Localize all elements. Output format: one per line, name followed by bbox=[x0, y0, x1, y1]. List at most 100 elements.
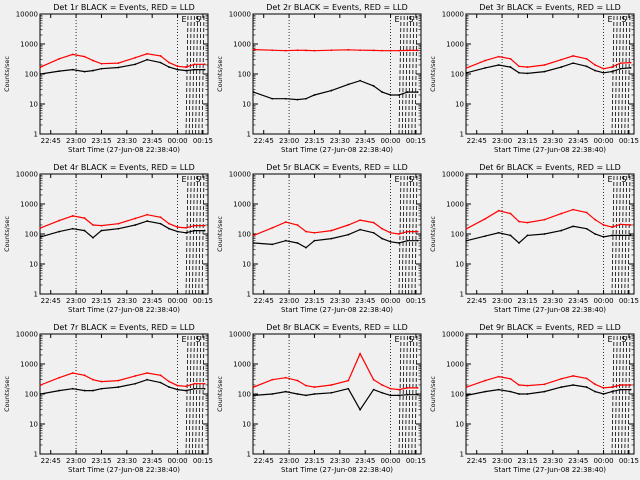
data-point bbox=[58, 219, 61, 222]
data-point bbox=[560, 377, 563, 380]
x-tick-label: 23:30 bbox=[117, 457, 137, 465]
data-point bbox=[100, 224, 103, 227]
data-point bbox=[284, 390, 287, 393]
x-tick-label: 00:15 bbox=[406, 297, 426, 305]
data-point bbox=[509, 377, 512, 380]
data-point bbox=[347, 48, 350, 51]
data-point bbox=[313, 393, 316, 395]
data-point bbox=[100, 387, 103, 390]
chart-title: Det 1r BLACK = Events, RED = LLD bbox=[53, 3, 195, 12]
data-point bbox=[526, 393, 529, 395]
saa-dashed-line bbox=[621, 333, 625, 455]
data-point bbox=[372, 378, 375, 381]
chart-title: Det 5r BLACK = Events, RED = LLD bbox=[266, 163, 408, 172]
marker-s: S bbox=[408, 15, 413, 24]
y-tick-label: 10 bbox=[455, 101, 464, 109]
saa-dashed-line bbox=[398, 333, 402, 455]
saa-dashed-line bbox=[624, 173, 628, 295]
x-tick-label: 00:00 bbox=[380, 457, 400, 465]
data-point bbox=[168, 66, 171, 68]
detector-chart-3: Det 3r BLACK = Events, RED = LLD 1 10 100 10… bbox=[429, 3, 639, 154]
data-point bbox=[484, 66, 487, 69]
data-point bbox=[381, 227, 384, 230]
marker-e: E bbox=[607, 335, 612, 344]
data-point bbox=[83, 229, 86, 232]
x-axis-label: Start Time (27-Jun-08 22:38:40) bbox=[494, 306, 606, 314]
saa-dashed-line bbox=[405, 13, 408, 135]
data-point bbox=[117, 379, 120, 382]
x-tick-label: 00:15 bbox=[619, 297, 639, 305]
y-tick-label: 1 bbox=[247, 131, 251, 139]
data-point bbox=[159, 381, 162, 384]
data-point bbox=[39, 226, 42, 229]
y-tick-label: 10000 bbox=[16, 11, 38, 19]
data-point bbox=[146, 52, 149, 55]
plot-frame bbox=[465, 333, 635, 455]
data-point bbox=[484, 217, 487, 220]
detector-chart-8: Det 8r BLACK = Events, RED = LLD 1 10 100 10… bbox=[216, 323, 426, 474]
data-point bbox=[176, 388, 179, 391]
data-point bbox=[252, 48, 255, 51]
saa-dashed-line bbox=[621, 13, 625, 135]
y-axis-label: Counts/sec bbox=[429, 56, 437, 92]
data-point bbox=[416, 91, 419, 93]
data-point bbox=[465, 71, 468, 74]
data-point bbox=[71, 215, 74, 217]
x-tick-label: 23:00 bbox=[492, 137, 512, 145]
x-tick-label: 22:45 bbox=[467, 137, 487, 145]
y-tick-label: 10 bbox=[455, 421, 464, 429]
data-point bbox=[602, 224, 605, 226]
saa-dashed-line bbox=[185, 173, 189, 295]
saa-dashed-line bbox=[398, 13, 402, 135]
data-point bbox=[585, 227, 588, 230]
data-point bbox=[146, 213, 149, 216]
y-tick-label: 10000 bbox=[442, 11, 464, 19]
marker-e: E bbox=[394, 175, 399, 184]
plot-frame bbox=[465, 13, 635, 135]
data-point bbox=[146, 378, 149, 381]
data-point bbox=[484, 59, 487, 62]
data-point bbox=[347, 387, 350, 390]
data-point bbox=[585, 386, 588, 388]
data-point bbox=[619, 384, 622, 386]
data-point bbox=[39, 73, 42, 75]
data-point bbox=[406, 49, 409, 52]
x-tick-label: 22:45 bbox=[254, 297, 274, 305]
saa-dashed-line bbox=[408, 333, 412, 455]
data-point bbox=[193, 224, 196, 227]
data-point bbox=[526, 234, 529, 237]
data-point bbox=[296, 224, 299, 226]
x-tick-label: 23:45 bbox=[355, 297, 375, 305]
data-point bbox=[313, 49, 316, 52]
saa-dashed-line bbox=[405, 333, 408, 455]
data-point bbox=[572, 384, 575, 386]
marker-s: S bbox=[195, 175, 200, 184]
data-point bbox=[330, 49, 333, 52]
data-point bbox=[117, 222, 120, 225]
x-tick-label: 00:15 bbox=[193, 297, 213, 305]
data-point bbox=[611, 226, 613, 228]
data-point bbox=[203, 68, 206, 71]
x-tick-label: 23:30 bbox=[330, 137, 350, 145]
x-tick-label: 23:45 bbox=[568, 297, 588, 305]
data-point bbox=[629, 234, 632, 237]
series-line-black-events bbox=[253, 388, 418, 411]
chart-title: Det 4r BLACK = Events, RED = LLD bbox=[53, 163, 195, 172]
series-line-red-lld bbox=[253, 49, 418, 52]
detector-chart-1: Det 1r BLACK = Events, RED = LLD 1 10 100 10… bbox=[3, 3, 213, 154]
y-tick-label: 100 bbox=[238, 231, 251, 239]
data-point bbox=[406, 239, 409, 242]
x-tick-label: 23:45 bbox=[142, 297, 162, 305]
x-tick-label: 23:45 bbox=[568, 457, 588, 465]
data-point bbox=[347, 224, 350, 226]
y-tick-label: 100 bbox=[25, 231, 38, 239]
y-tick-label: 10 bbox=[29, 101, 38, 109]
plot-frame bbox=[252, 13, 422, 135]
saa-dashed-line bbox=[611, 13, 615, 135]
series-line-red-lld bbox=[466, 208, 631, 230]
y-tick-label: 1 bbox=[34, 291, 38, 299]
data-point bbox=[465, 386, 468, 388]
x-tick-label: 23:00 bbox=[492, 457, 512, 465]
data-point bbox=[543, 64, 546, 66]
y-tick-label: 1 bbox=[34, 131, 38, 139]
